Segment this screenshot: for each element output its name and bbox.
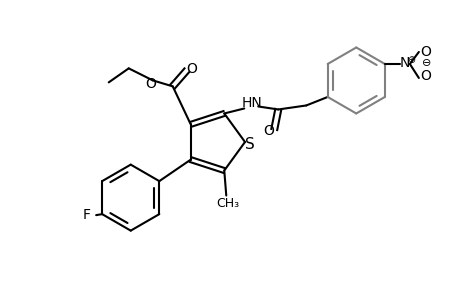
Text: O: O xyxy=(420,45,431,59)
Text: F: F xyxy=(82,208,90,222)
Text: $\ominus$: $\ominus$ xyxy=(420,58,430,68)
Text: O: O xyxy=(186,62,197,76)
Text: S: S xyxy=(245,136,254,152)
Text: HN: HN xyxy=(241,97,262,110)
Text: N: N xyxy=(399,56,409,70)
Text: O: O xyxy=(145,77,156,92)
Text: CH₃: CH₃ xyxy=(216,197,239,210)
Text: O: O xyxy=(420,69,431,83)
Text: $\oplus$: $\oplus$ xyxy=(406,55,415,65)
Text: O: O xyxy=(262,124,273,139)
